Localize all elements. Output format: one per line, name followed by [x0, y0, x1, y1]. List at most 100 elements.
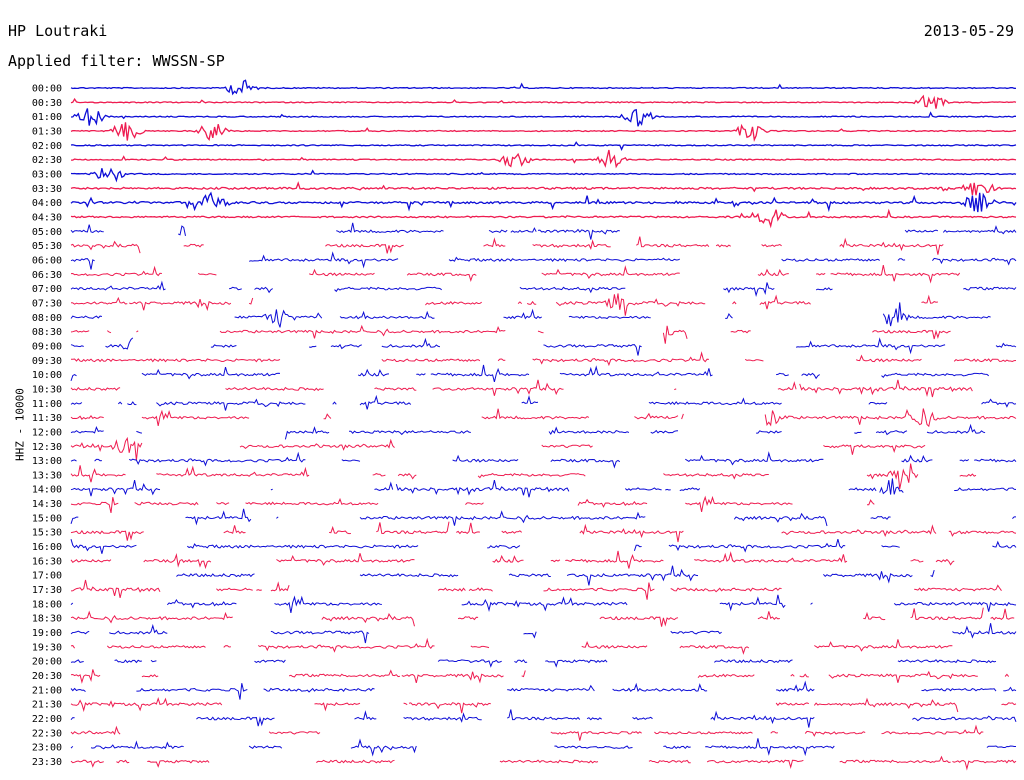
trace-line — [71, 293, 1016, 315]
trace-line — [71, 326, 1016, 344]
trace-line — [71, 608, 1016, 627]
trace-line — [70, 191, 1017, 213]
time-tick-label: 08:00 — [32, 313, 62, 324]
time-tick-label: 13:30 — [32, 470, 62, 481]
trace-line — [71, 351, 1017, 367]
time-tick-label: 07:00 — [32, 284, 62, 295]
trace-line — [70, 594, 1017, 613]
time-tick-label: 03:30 — [32, 184, 62, 195]
trace-line — [70, 251, 1017, 270]
trace-line — [70, 122, 1016, 142]
trace-line — [71, 149, 1017, 169]
time-tick-label: 18:00 — [32, 599, 62, 610]
time-tick-label: 03:00 — [32, 169, 62, 180]
time-tick-label: 14:00 — [32, 485, 62, 496]
time-tick-label: 02:30 — [32, 155, 62, 166]
trace-line — [70, 408, 1017, 428]
time-tick-label: 07:30 — [32, 298, 62, 309]
trace-line — [70, 538, 1017, 554]
trace-line — [70, 141, 1017, 152]
trace-line — [71, 497, 1016, 513]
time-tick-label: 14:30 — [32, 499, 62, 510]
trace-line — [71, 464, 1016, 489]
time-tick-label: 08:30 — [32, 327, 62, 338]
trace-line — [71, 365, 1016, 382]
time-tick-label: 00:00 — [32, 84, 62, 95]
trace-line — [70, 478, 1017, 498]
trace-line — [71, 726, 1016, 740]
trace-line — [70, 680, 1017, 700]
trace-line — [70, 208, 1017, 229]
time-tick-label: 05:30 — [32, 241, 62, 252]
time-tick-label: 23:30 — [32, 757, 62, 768]
time-tick-label: 01:00 — [32, 112, 62, 123]
trace-line — [70, 521, 1017, 543]
time-tick-label: 17:30 — [32, 585, 62, 596]
station-title: HP Loutraki — [8, 22, 108, 40]
trace-line — [71, 580, 1016, 600]
time-tick-label: 11:00 — [32, 399, 62, 410]
time-tick-label: 22:00 — [32, 714, 62, 725]
trace-line — [71, 380, 1016, 397]
trace-line — [71, 237, 1016, 255]
time-tick-label: 13:00 — [32, 456, 62, 467]
trace-line — [70, 623, 1017, 644]
trace-line — [176, 566, 1016, 586]
time-tick-label: 17:00 — [32, 571, 62, 582]
trace-line — [70, 451, 1017, 469]
time-tick-label: 04:00 — [32, 198, 62, 209]
time-tick-label: 05:00 — [32, 227, 62, 238]
time-tick-label: 12:30 — [32, 442, 62, 453]
trace-line — [70, 167, 1017, 183]
trace-line — [71, 302, 1016, 327]
trace-line — [71, 669, 1016, 683]
trace-line — [70, 508, 1016, 527]
filter-label: Applied filter: WWSSN-SP — [8, 52, 225, 70]
time-tick-label: 10:30 — [32, 384, 62, 395]
trace-line — [70, 696, 1017, 714]
time-tick-label: 15:30 — [32, 528, 62, 539]
trace-line — [70, 738, 1016, 757]
trace-line — [70, 337, 1017, 356]
time-tick-label: 04:30 — [32, 212, 62, 223]
trace-line — [70, 280, 1017, 297]
time-tick-label: 06:30 — [32, 270, 62, 281]
trace-line — [70, 181, 1017, 196]
time-tick-label: 19:30 — [32, 642, 62, 653]
trace-line — [71, 438, 1016, 460]
time-tick-label: 06:00 — [32, 255, 62, 266]
time-tick-label: 21:00 — [32, 685, 62, 696]
trace-line — [71, 551, 1016, 569]
time-tick-label: 01:30 — [32, 126, 62, 137]
time-tick-label: 12:00 — [32, 427, 62, 438]
time-tick-label: 22:30 — [32, 728, 62, 739]
trace-line — [70, 755, 1017, 771]
trace-line — [70, 394, 1017, 411]
date-label: 2013-05-29 — [923, 22, 1014, 40]
time-tick-label: 09:30 — [32, 356, 62, 367]
time-tick-label: 15:00 — [32, 513, 62, 524]
trace-line — [70, 79, 1017, 96]
time-tick-label: 18:30 — [32, 614, 62, 625]
trace-line — [71, 660, 1016, 667]
time-tick-label: 16:00 — [32, 542, 62, 553]
time-tick-label: 09:00 — [32, 341, 62, 352]
trace-line — [71, 426, 1016, 440]
time-tick-label: 00:30 — [32, 98, 62, 109]
time-tick-label: 19:00 — [32, 628, 62, 639]
trace-line — [70, 94, 1017, 109]
time-tick-label: 16:30 — [32, 556, 62, 567]
trace-line — [71, 639, 1016, 653]
trace-line — [70, 709, 1017, 728]
trace-line — [70, 222, 1017, 240]
time-tick-label: 11:30 — [32, 413, 62, 424]
time-tick-label: 23:00 — [32, 743, 62, 754]
time-tick-label: 21:30 — [32, 700, 62, 711]
time-tick-label: 20:30 — [32, 671, 62, 682]
time-tick-label: 10:00 — [32, 370, 62, 381]
time-tick-label: 20:00 — [32, 657, 62, 668]
trace-line — [70, 108, 1016, 127]
trace-line — [71, 265, 1016, 282]
time-tick-label: 02:00 — [32, 141, 62, 152]
